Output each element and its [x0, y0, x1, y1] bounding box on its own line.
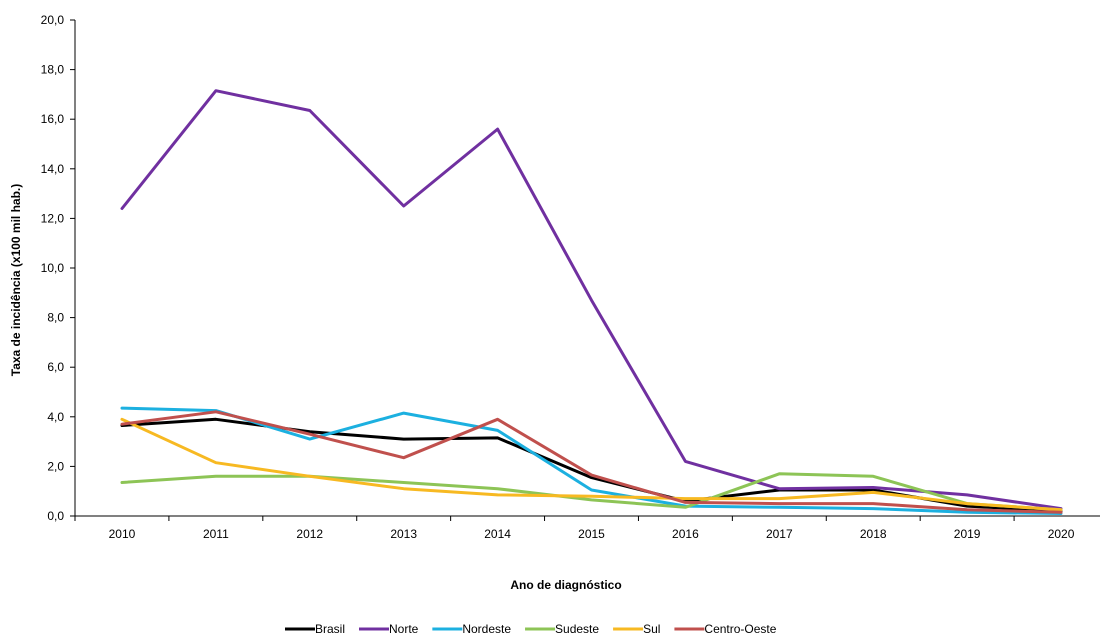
x-tick-label: 2012: [296, 527, 323, 541]
y-tick-label: 12,0: [41, 211, 65, 225]
y-tick-label: 20,0: [41, 13, 65, 27]
legend: Brasil Norte Nordeste Sudeste Sul Centro-Oest…: [285, 622, 777, 636]
x-tick-label: 2015: [578, 527, 605, 541]
y-tick-label: 4,0: [47, 410, 64, 424]
y-tick-label: 16,0: [41, 112, 65, 126]
y-axis-title: Taxa de incidência (x100 mil hab.): [9, 184, 23, 377]
series-line-nordeste: [120, 406, 1063, 515]
legend-label-brasil: Brasil: [315, 622, 345, 636]
y-tick-label: 10,0: [41, 261, 65, 275]
series-lines: [120, 89, 1063, 515]
y-tick-label: 18,0: [41, 63, 65, 77]
x-tick-label: 2013: [390, 527, 417, 541]
series-line-norte: [120, 89, 1063, 511]
series-line-sudeste: [120, 472, 1063, 512]
x-tick-label: 2016: [672, 527, 699, 541]
x-tick-label: 2011: [203, 527, 229, 541]
x-tick-label: 2020: [1048, 527, 1075, 541]
y-tick-label: 8,0: [47, 311, 64, 325]
x-tick-label: 2019: [954, 527, 981, 541]
legend-label-sul: Sul: [643, 622, 660, 636]
y-tick-label: 0,0: [47, 509, 64, 523]
x-tick-label: 2018: [860, 527, 887, 541]
x-axis-ticks: 2010 2011 2012 2013 2014 2015 2016 2017 2018 2019…: [74, 516, 1075, 541]
y-axis-ticks: 0,0 2,0 4,0 6,0 8,0 10,0 12,0 14,0 16,0 18,0 20,0: [41, 13, 75, 523]
x-tick-label: 2010: [109, 527, 136, 541]
y-tick-label: 2,0: [47, 459, 64, 473]
legend-label-centro-oeste: Centro-Oeste: [704, 622, 776, 636]
series-line-centro-oeste: [120, 410, 1063, 514]
x-axis-title: Ano de diagnóstico: [510, 578, 621, 592]
x-tick-label: 2017: [766, 527, 793, 541]
series-line-sul: [120, 417, 1063, 512]
x-tick-label: 2014: [484, 527, 511, 541]
y-tick-label: 14,0: [41, 162, 65, 176]
legend-label-nordeste: Nordeste: [462, 622, 511, 636]
legend-label-norte: Norte: [389, 622, 419, 636]
y-tick-label: 6,0: [47, 360, 64, 374]
legend-label-sudeste: Sudeste: [555, 622, 599, 636]
